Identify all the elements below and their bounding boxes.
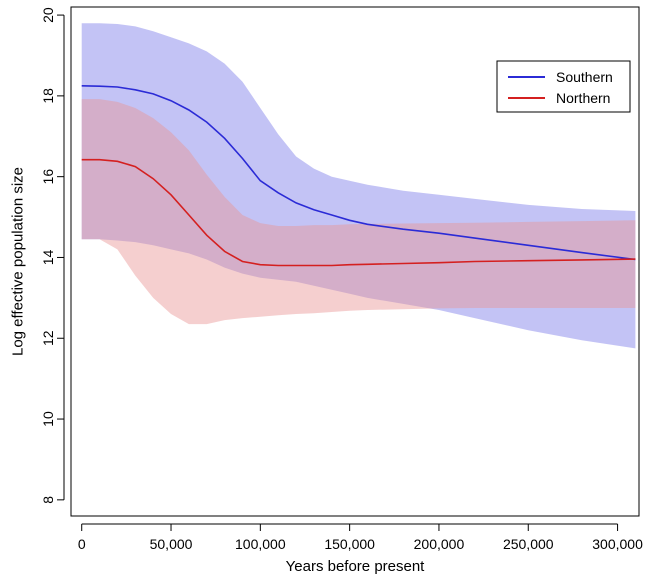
- y-axis-title: Log effective population size: [10, 167, 27, 356]
- y-tick-label: 20: [40, 7, 56, 23]
- median-lines: [81, 85, 636, 267]
- y-tick-label: 16: [40, 169, 56, 185]
- northern-confidence-band: [81, 99, 636, 325]
- y-tick-label: 18: [40, 88, 56, 104]
- plot-frame: [70, 6, 640, 517]
- x-tick-label: 100,000: [235, 536, 286, 552]
- y-tick-label: 12: [40, 330, 56, 346]
- confidence-bands: [81, 23, 636, 349]
- x-tick-label: 50,000: [150, 536, 193, 552]
- x-tick-label: 300,000: [592, 536, 643, 552]
- y-tick-label: 8: [40, 496, 56, 504]
- y-axis: 8 10 12 14 16 18 20: [40, 7, 65, 504]
- legend: Southern Northern: [496, 60, 631, 113]
- x-axis-title: Years before present: [286, 558, 426, 575]
- x-tick-label: 150,000: [324, 536, 375, 552]
- x-tick-label: 250,000: [503, 536, 554, 552]
- y-tick-label: 10: [40, 411, 56, 427]
- x-tick-label: 0: [78, 536, 86, 552]
- southern-median-line: [81, 85, 636, 261]
- southern-confidence-band: [81, 23, 636, 349]
- x-axis: 0 50,000 100,000 150,000 200,000 250,000 300,0…: [78, 523, 643, 552]
- legend-label-southern: Southern: [556, 69, 613, 85]
- northern-median-line: [81, 158, 636, 267]
- x-tick-label: 200,000: [414, 536, 465, 552]
- legend-label-northern: Northern: [556, 90, 610, 106]
- y-tick-label: 14: [40, 249, 56, 265]
- legend-box: [496, 60, 631, 113]
